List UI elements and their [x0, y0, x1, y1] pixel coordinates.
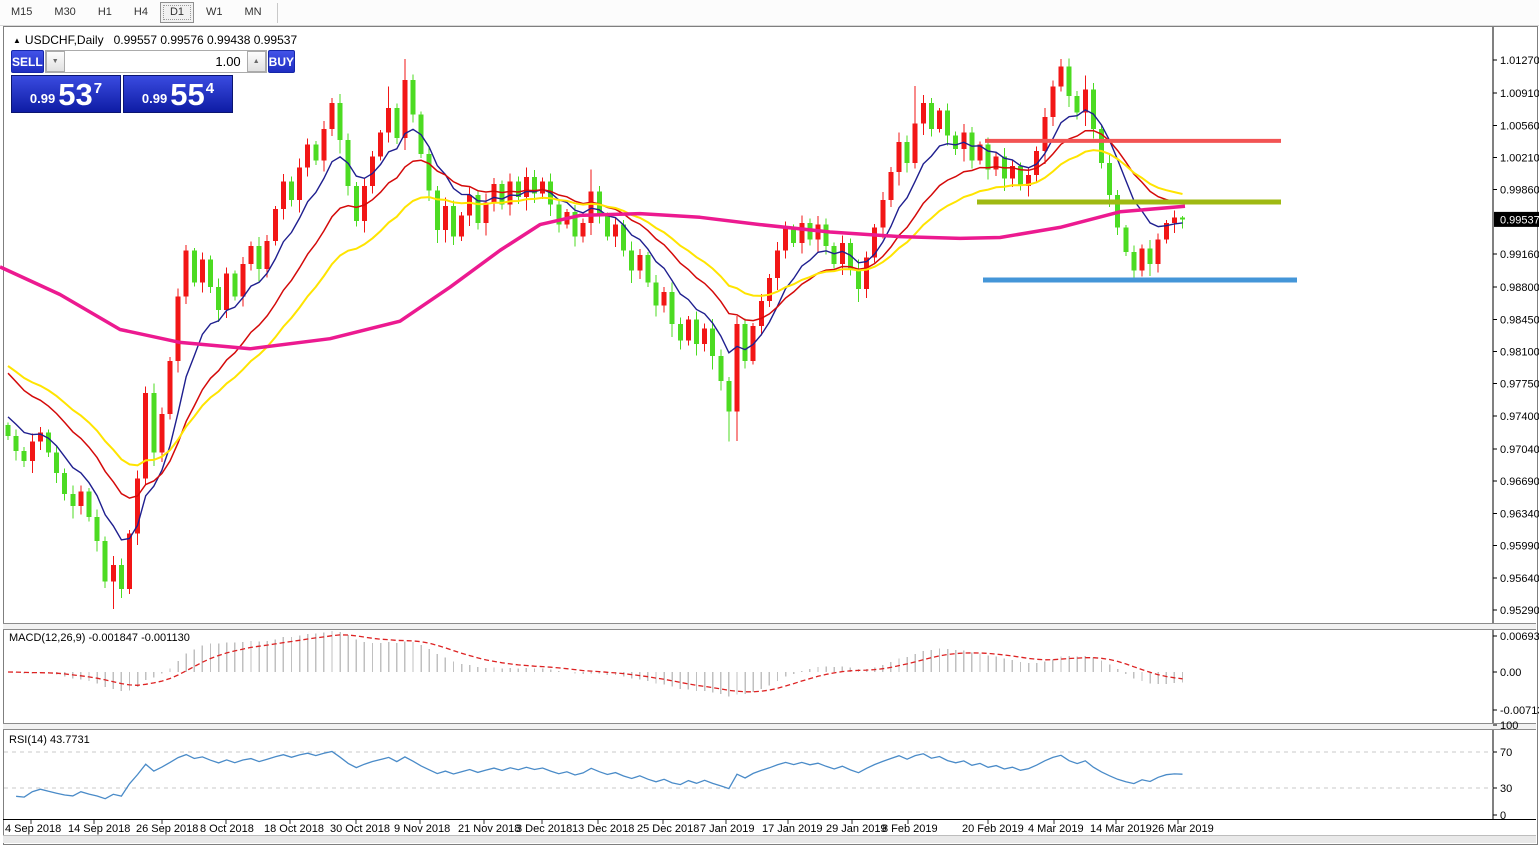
- toolbar-separator: [276, 2, 278, 23]
- svg-text:0.99160: 0.99160: [1500, 249, 1539, 261]
- macd-histogram: [15, 631, 1184, 697]
- price-axis[interactable]: 1.01270 1.00910 1.00560 1.00210 0.99860 0.991…: [1492, 27, 1539, 819]
- svg-text:0.97750: 0.97750: [1500, 379, 1539, 391]
- sell-price-point: 7: [93, 80, 103, 97]
- svg-text:14 Mar 2019: 14 Mar 2019: [1090, 823, 1152, 835]
- timeframe-d1-button[interactable]: D1: [159, 2, 194, 23]
- macd-signal-line: [7, 634, 1183, 693]
- timeframe-m30-button[interactable]: M30: [44, 2, 85, 23]
- svg-text:1.00560: 1.00560: [1500, 120, 1539, 132]
- svg-text:18 Oct 2018: 18 Oct 2018: [264, 823, 324, 835]
- buy-price-pips: 55: [170, 77, 205, 113]
- sell-button[interactable]: SELL: [11, 50, 44, 73]
- buy-price-point: 4: [205, 80, 215, 97]
- current-price-badge: 0.99537: [1494, 211, 1539, 227]
- rsi-pane-label: RSI(14) 43.7731: [9, 734, 90, 746]
- volume-decrease-button[interactable]: ▼: [45, 51, 65, 72]
- svg-text:0.006936: 0.006936: [1500, 631, 1539, 643]
- rsi-indicator-name: RSI(14): [9, 734, 47, 746]
- buy-price-display[interactable]: 0.99 55 4: [123, 75, 233, 113]
- svg-text:1.00210: 1.00210: [1500, 152, 1539, 164]
- macd-pane-label: MACD(12,26,9) -0.001847 -0.001130: [9, 632, 190, 644]
- macd-indicator-values: -0.001847 -0.001130: [88, 632, 190, 644]
- timeframe-toolbar: M15 M30 H1 H4 D1 W1 MN: [0, 0, 1539, 26]
- svg-text:4 Sep 2018: 4 Sep 2018: [5, 823, 61, 835]
- sell-price-pips: 53: [58, 77, 93, 113]
- chart-window: ▲ USDCHF,Daily 0.99557 0.99576 0.99438 0.9…: [3, 26, 1538, 845]
- svg-text:26 Mar 2019: 26 Mar 2019: [1152, 823, 1214, 835]
- buy-price-prefix: 0.99: [141, 91, 168, 106]
- macd-indicator-name: MACD(12,26,9): [9, 632, 86, 644]
- svg-text:9 Nov 2018: 9 Nov 2018: [394, 823, 450, 835]
- svg-text:0.97040: 0.97040: [1500, 444, 1539, 456]
- ohlc-values: 0.99557 0.99576 0.99438 0.99537: [113, 33, 298, 47]
- svg-text:0: 0: [1500, 810, 1506, 822]
- svg-text:14 Sep 2018: 14 Sep 2018: [68, 823, 130, 835]
- svg-text:17 Jan 2019: 17 Jan 2019: [762, 823, 823, 835]
- svg-text:70: 70: [1500, 747, 1512, 759]
- sell-price-display[interactable]: 0.99 53 7: [11, 75, 121, 113]
- svg-text:8 Feb 2019: 8 Feb 2019: [882, 823, 938, 835]
- svg-text:25 Dec 2018: 25 Dec 2018: [637, 823, 699, 835]
- svg-text:13 Dec 2018: 13 Dec 2018: [572, 823, 634, 835]
- svg-text:21 Nov 2018: 21 Nov 2018: [458, 823, 520, 835]
- svg-text:7 Jan 2019: 7 Jan 2019: [700, 823, 754, 835]
- ma-medium-line: [7, 129, 1183, 499]
- svg-text:4 Mar 2019: 4 Mar 2019: [1028, 823, 1084, 835]
- timeframe-w1-button[interactable]: W1: [196, 2, 233, 23]
- ma-fast-line: [7, 109, 1183, 541]
- svg-text:0.98800: 0.98800: [1500, 282, 1539, 294]
- svg-text:26 Sep 2018: 26 Sep 2018: [136, 823, 198, 835]
- symbol-period-label: USDCHF,Daily: [24, 33, 104, 47]
- timeframe-h4-button[interactable]: H4: [124, 2, 158, 23]
- svg-text:0.96690: 0.96690: [1500, 476, 1539, 488]
- ma-long-line: [0, 204, 1186, 351]
- svg-text:0.99860: 0.99860: [1500, 185, 1539, 197]
- svg-text:0.95640: 0.95640: [1500, 573, 1539, 585]
- svg-text:-0.007138: -0.007138: [1500, 705, 1539, 717]
- bottom-strip: [3, 835, 1536, 843]
- chart-title: ▲ USDCHF,Daily 0.99557 0.99576 0.99438 0.9…: [13, 33, 297, 47]
- svg-text:30 Oct 2018: 30 Oct 2018: [330, 823, 390, 835]
- svg-text:30: 30: [1500, 783, 1512, 795]
- svg-text:0.97400: 0.97400: [1500, 411, 1539, 423]
- svg-text:0.95290: 0.95290: [1500, 605, 1539, 617]
- svg-text:0.95990: 0.95990: [1500, 541, 1539, 553]
- buy-button[interactable]: BUY: [267, 50, 296, 73]
- svg-text:29 Jan 2019: 29 Jan 2019: [826, 823, 887, 835]
- collapse-triangle-icon[interactable]: ▲: [13, 36, 21, 45]
- rsi-line: [16, 750, 1183, 800]
- svg-text:0.98450: 0.98450: [1500, 314, 1539, 326]
- svg-text:3 Dec 2018: 3 Dec 2018: [516, 823, 572, 835]
- timeframe-m15-button[interactable]: M15: [1, 2, 42, 23]
- svg-text:0.98100: 0.98100: [1500, 347, 1539, 359]
- svg-text:8 Oct 2018: 8 Oct 2018: [200, 823, 254, 835]
- svg-text:100: 100: [1500, 720, 1518, 732]
- ma-slow-line: [7, 149, 1183, 467]
- svg-text:0.96340: 0.96340: [1500, 508, 1539, 520]
- svg-text:1.00910: 1.00910: [1500, 88, 1539, 100]
- timeframe-mn-button[interactable]: MN: [235, 2, 272, 23]
- volume-input[interactable]: [64, 51, 247, 72]
- pane-splitter-2[interactable]: [3, 723, 1536, 730]
- pane-splitter-1[interactable]: [3, 623, 1536, 630]
- rsi-pane: [4, 751, 1493, 789]
- volume-spinner: ▼ ▲: [44, 50, 267, 73]
- sell-price-prefix: 0.99: [29, 91, 56, 106]
- svg-text:1.01270: 1.01270: [1500, 55, 1539, 67]
- volume-increase-button[interactable]: ▲: [246, 51, 266, 72]
- svg-text:20 Feb 2019: 20 Feb 2019: [962, 823, 1024, 835]
- macd-axis: 0.006936 0.00 -0.007138: [1493, 631, 1539, 717]
- time-axis[interactable]: 4 Sep 2018 14 Sep 2018 26 Sep 2018 8 Oct 20…: [3, 819, 1536, 836]
- timeframe-h1-button[interactable]: H1: [88, 2, 122, 23]
- svg-text:0.99537: 0.99537: [1500, 214, 1539, 226]
- rsi-axis: 100 70 30 0: [1493, 720, 1518, 822]
- svg-text:0.00: 0.00: [1500, 667, 1521, 679]
- rsi-indicator-value: 43.7731: [49, 734, 90, 746]
